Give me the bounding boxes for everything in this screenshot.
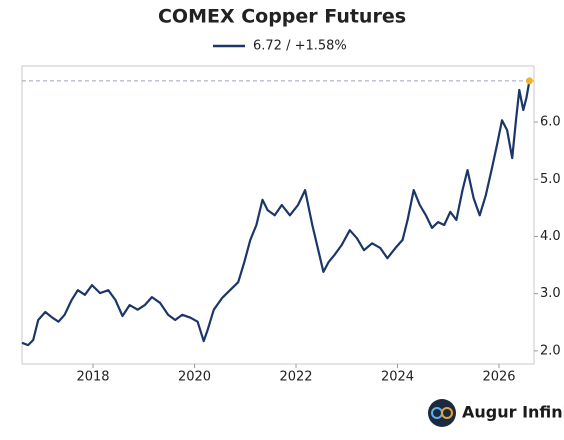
- x-tick-label: 2018: [76, 370, 109, 385]
- y-tick-label: 5.0: [540, 172, 561, 187]
- y-tick-label: 6.0: [540, 115, 561, 130]
- series-line: [21, 80, 531, 347]
- y-tick-label: 2.0: [540, 343, 561, 358]
- brand-logo: [428, 399, 456, 427]
- chart-title: COMEX Copper Futures: [158, 6, 406, 28]
- legend-label: 6.72 / +1.58%: [253, 39, 347, 54]
- x-tick-label: 2026: [482, 370, 515, 385]
- brand-name: Augur Infinity: [462, 403, 564, 422]
- plot-frame: [21, 65, 535, 365]
- y-tick-label: 4.0: [540, 229, 561, 244]
- x-tick-label: 2024: [381, 370, 414, 385]
- last-value-dot: [525, 77, 533, 85]
- y-tick-label: 3.0: [540, 286, 561, 301]
- x-tick-label: 2020: [178, 370, 211, 385]
- x-tick-label: 2022: [279, 370, 312, 385]
